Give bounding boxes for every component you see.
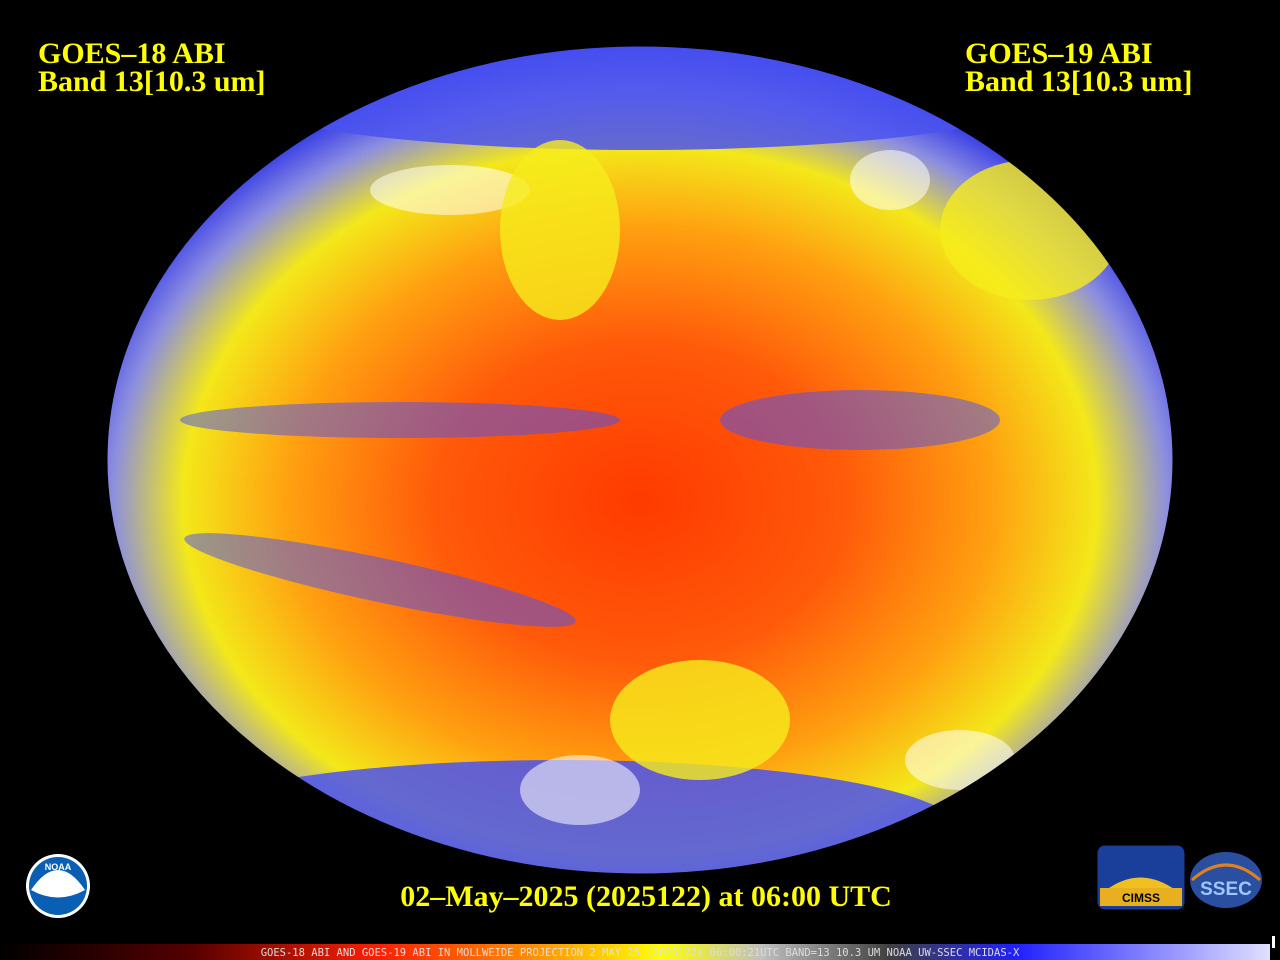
left-satellite: GOES–18 ABI (38, 37, 226, 70)
right-band: Band 13[10.3 um] (965, 65, 1193, 98)
cimss-label: CIMSS (1122, 891, 1160, 905)
ssec-logo: SSEC (1190, 852, 1262, 908)
globe-outline (106, 45, 1174, 875)
right-satellite: GOES–19 ABI (965, 37, 1153, 70)
noaa-logo: NOAA (26, 854, 90, 918)
left-band: Band 13[10.3 um] (38, 65, 266, 98)
ssec-label: SSEC (1200, 879, 1252, 900)
color-bar (0, 944, 1270, 960)
timestamp: 02–May–2025 (2025122) at 06:00 UTC (400, 880, 892, 913)
noaa-label: NOAA (45, 862, 72, 872)
footer-caption: GOES-18 ABI AND GOES-19 ABI IN MOLLWEIDE… (261, 947, 1020, 959)
bar-marker (1272, 936, 1275, 948)
cimss-logo: CIMSS (1096, 844, 1186, 911)
